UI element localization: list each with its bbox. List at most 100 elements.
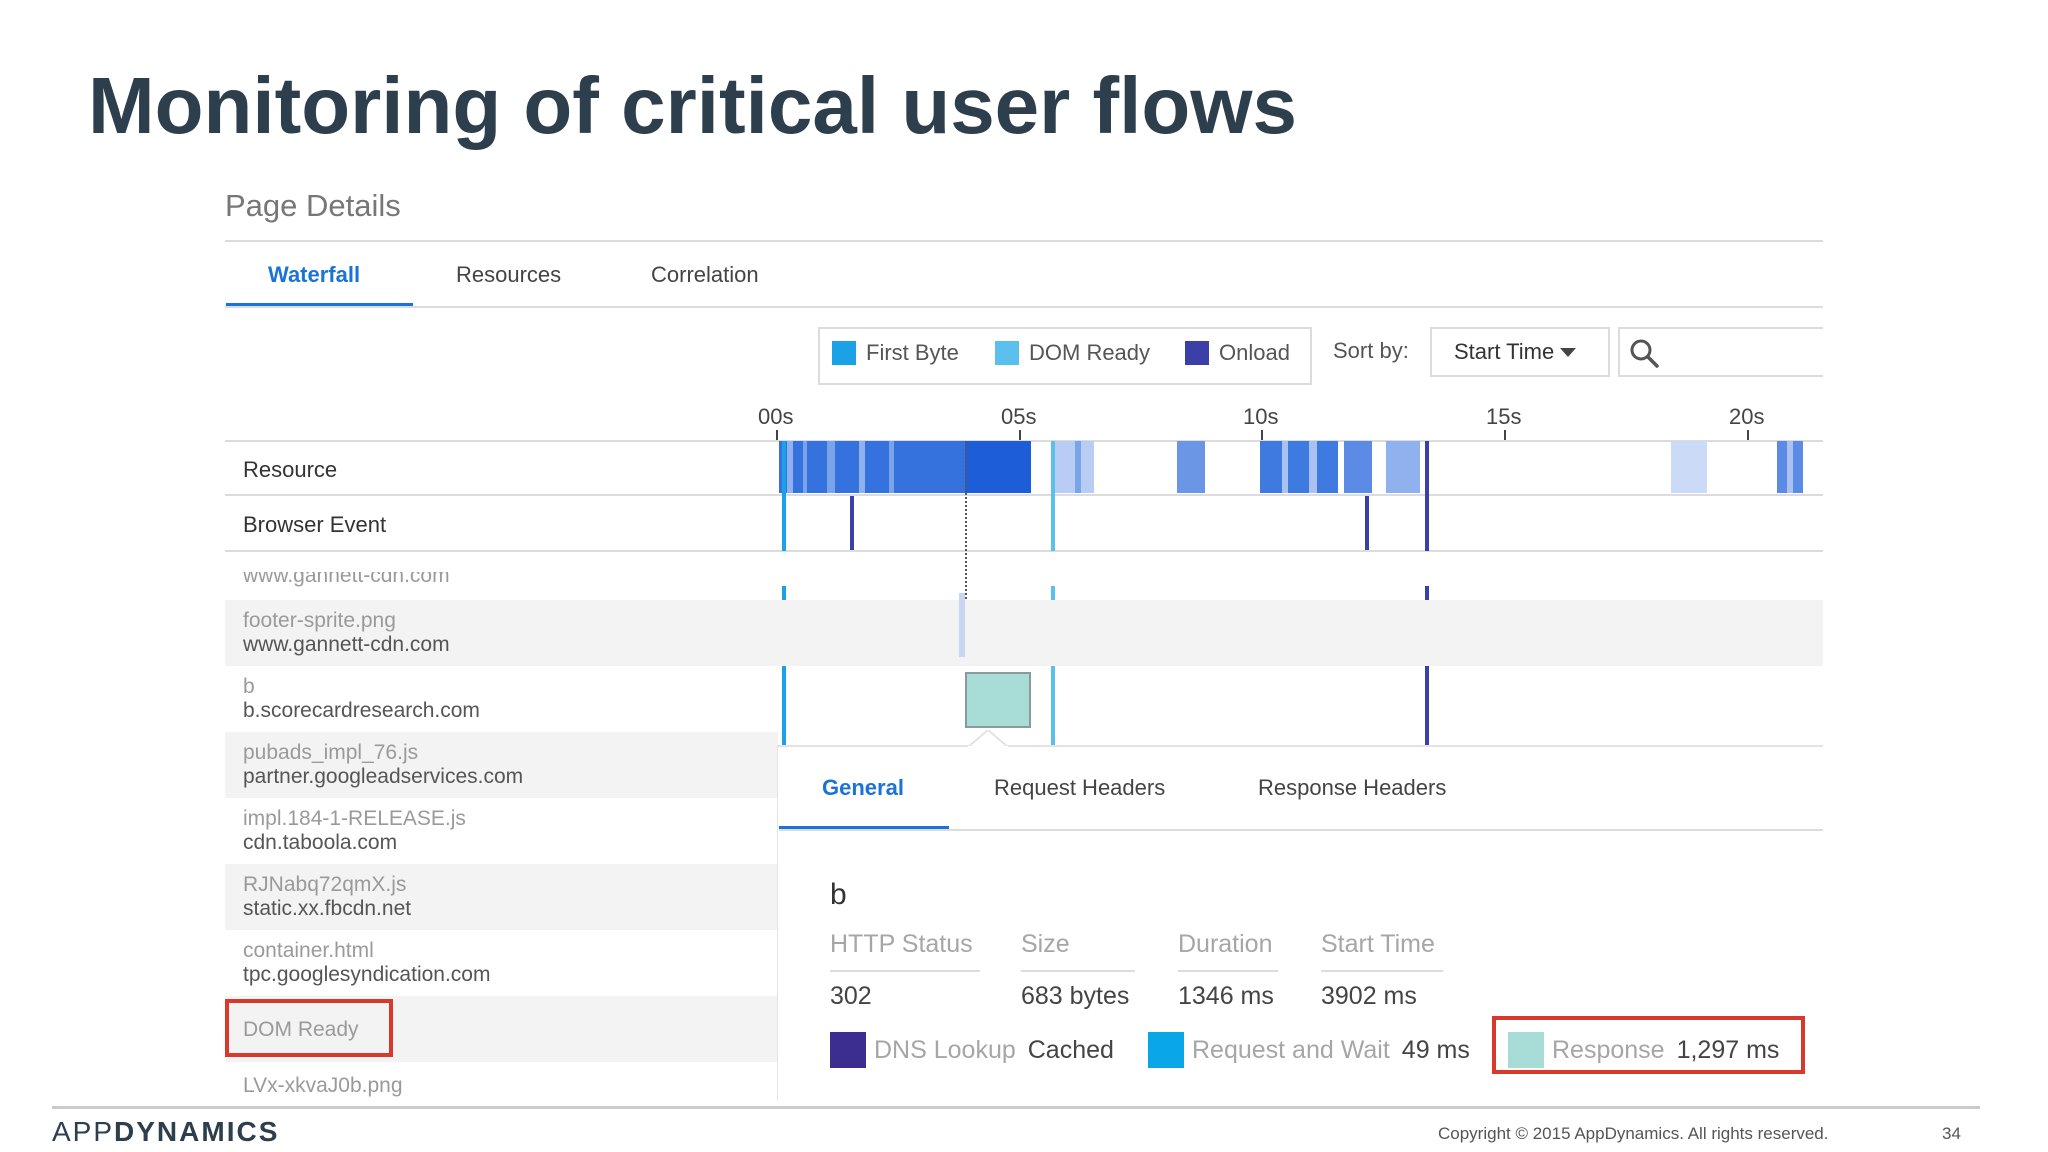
tab-request-headers[interactable]: Request Headers (994, 775, 1166, 800)
field-value: 302 (830, 982, 872, 1010)
tab-response-headers[interactable]: Response Headers (1258, 775, 1447, 800)
search-input[interactable] (1618, 327, 1823, 377)
logo-text: DYNAMICS (114, 1116, 280, 1147)
page-details-heading: Page Details (225, 188, 401, 223)
resource-name: RJNabq72qmX.js (243, 873, 407, 896)
tick-mark (1261, 430, 1263, 440)
timing-value: 1,297 ms (1676, 1035, 1780, 1064)
list-item-clipped: www.gannett-cdn.com (243, 572, 450, 587)
dom-ready-swatch (995, 341, 1019, 365)
resource-host: www.gannett-cdn.com (243, 633, 450, 656)
browser-event-marker (1365, 496, 1369, 550)
timing-value: Cached (1027, 1035, 1114, 1064)
selected-resource-bar[interactable] (965, 672, 1031, 728)
field-value: 1346 ms (1178, 982, 1274, 1010)
dns-lookup-swatch (830, 1032, 866, 1068)
field-label: Start Time (1321, 930, 1435, 958)
legend-label: First Byte (866, 340, 959, 365)
field-label: Size (1021, 930, 1070, 958)
legend-onload: Onload (1185, 340, 1290, 366)
sort-value: Start Time (1454, 339, 1555, 364)
timing-label: Request and Wait (1192, 1035, 1390, 1064)
sort-select[interactable]: Start Time (1430, 327, 1610, 377)
divider (225, 240, 1823, 242)
resource-timeline[interactable] (779, 441, 1824, 493)
resource-host: b.scorecardresearch.com (243, 699, 480, 722)
tick-label: 10s (1243, 404, 1279, 429)
page-number: 34 (1942, 1124, 1961, 1143)
resource-name: impl.184-1-RELEASE.js (243, 807, 466, 830)
tab-general[interactable]: General (822, 775, 904, 800)
first-byte-marker (782, 586, 786, 746)
resource-host: static.xx.fbcdn.net (243, 897, 412, 920)
onload-marker (1425, 441, 1429, 551)
divider (225, 550, 1823, 552)
list-item[interactable]: RJNabq72qmX.js static.xx.fbcdn.net (243, 873, 411, 921)
resource-bars (779, 441, 1803, 493)
response-highlight (1492, 1016, 1805, 1074)
timing-request-wait: Request and Wait 49 ms (1148, 1032, 1470, 1068)
onload-swatch (1185, 341, 1209, 365)
resource-name: footer-sprite.png (243, 609, 396, 632)
field-value: 683 bytes (1021, 982, 1130, 1010)
onload-marker (1425, 586, 1429, 746)
sort-label: Sort by: (1333, 338, 1409, 363)
list-item[interactable]: pubads_impl_76.js partner.googleadservic… (243, 741, 523, 789)
slide-title: Monitoring of critical user flows (88, 61, 1297, 150)
row-resource-label: Resource (243, 457, 338, 482)
divider (779, 829, 1823, 831)
legend-label: Onload (1219, 340, 1290, 365)
tick-mark (1019, 430, 1021, 440)
timing-label: Response (1552, 1035, 1665, 1064)
resource-name: container.html (243, 939, 374, 962)
tab-waterfall[interactable]: Waterfall (268, 262, 361, 287)
list-item-dom-ready[interactable]: DOM Ready (243, 1018, 359, 1041)
logo-text: APP (52, 1116, 115, 1147)
legend-label: DOM Ready (1029, 340, 1151, 365)
timing-label: DNS Lookup (874, 1035, 1016, 1064)
active-tab-indicator (226, 303, 413, 307)
dom-ready-marker (1051, 586, 1055, 746)
resource-host: cdn.taboola.com (243, 831, 398, 854)
tick-mark (776, 430, 778, 440)
field-underline (1321, 970, 1443, 972)
tab-resources[interactable]: Resources (456, 262, 562, 287)
first-byte-marker (782, 441, 786, 551)
copyright-text: Copyright © 2015 AppDynamics. All rights… (1438, 1124, 1829, 1143)
legend-dom-ready: DOM Ready (995, 340, 1150, 366)
list-item[interactable]: LVx-xkvaJ0b.png (243, 1074, 403, 1097)
field-underline (830, 970, 980, 972)
legend-first-byte: First Byte (832, 340, 959, 366)
resource-bar (959, 593, 965, 657)
resource-title: b (830, 878, 847, 911)
list-item[interactable]: impl.184-1-RELEASE.js cdn.taboola.com (243, 807, 466, 855)
tick-mark (1504, 430, 1506, 440)
timing-dns-lookup: DNS Lookup Cached (830, 1032, 1114, 1068)
divider (225, 306, 1823, 308)
search-icon[interactable] (1628, 337, 1662, 371)
resource-host: partner.googleadservices.com (243, 765, 524, 788)
list-item[interactable]: container.html tpc.googlesyndication.com (243, 939, 490, 987)
dom-ready-highlight (225, 999, 393, 1057)
tick-label: 05s (1001, 404, 1037, 429)
list-item[interactable]: footer-sprite.png www.gannett-cdn.com (243, 609, 450, 657)
list-row-stripe (225, 732, 778, 798)
selected-start-line (965, 441, 967, 663)
tick-mark (1747, 430, 1749, 440)
tab-correlation[interactable]: Correlation (651, 262, 759, 287)
timing-response: Response 1,297 ms (1508, 1032, 1779, 1068)
list-item[interactable]: b b.scorecardresearch.com (243, 675, 480, 723)
tick-label: 15s (1486, 404, 1522, 429)
divider (225, 494, 1823, 496)
field-label: Duration (1178, 930, 1273, 958)
field-label: HTTP Status (830, 930, 973, 958)
row-browser-event-label: Browser Event (243, 512, 387, 537)
first-byte-swatch (832, 341, 856, 365)
appdynamics-logo: APPDYNAMICS (52, 1116, 279, 1148)
footer-divider (52, 1106, 1980, 1109)
tick-label: 20s (1729, 404, 1765, 429)
field-underline (1178, 970, 1278, 972)
resource-name: b (243, 675, 255, 698)
request-wait-swatch (1148, 1032, 1184, 1068)
field-underline (1021, 970, 1135, 972)
